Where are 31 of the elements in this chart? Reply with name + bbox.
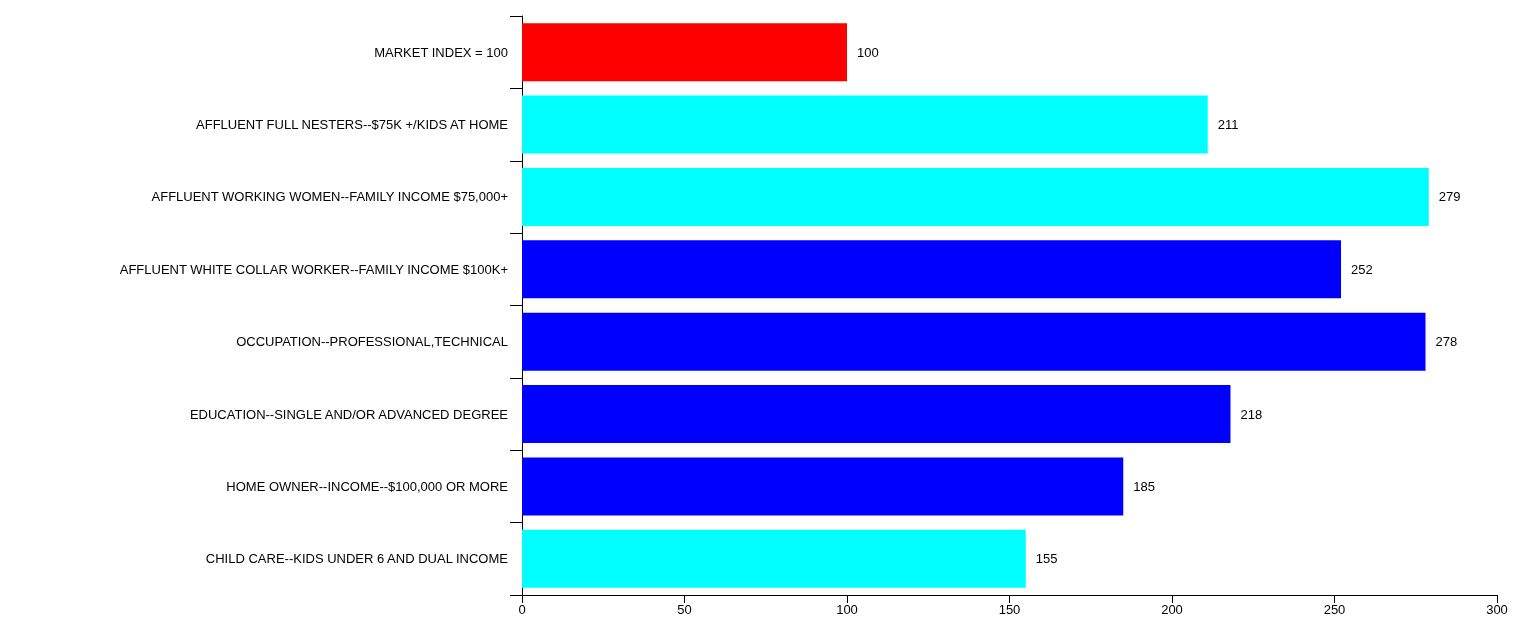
x-tick-label: 300	[1486, 602, 1508, 617]
y-tick-label: CHILD CARE--KIDS UNDER 6 AND DUAL INCOME	[205, 551, 509, 567]
bar	[522, 457, 1124, 516]
bar	[522, 95, 1208, 154]
data-label: 218	[1240, 406, 1263, 422]
bar	[522, 312, 1426, 371]
y-tick-label: AFFLUENT FULL NESTERS--$75K +/KIDS AT HOME	[196, 117, 509, 133]
data-label: 278	[1435, 334, 1458, 350]
x-tick-label: 150	[998, 602, 1021, 617]
y-tick-label: OCCUPATION--PROFESSIONAL,TECHNICAL	[236, 334, 508, 350]
y-tick-label: MARKET INDEX = 100	[374, 44, 508, 60]
bar	[522, 385, 1231, 444]
bar	[522, 167, 1429, 226]
y-tick-label: HOME OWNER--INCOME--$100,000 OR MORE	[226, 478, 509, 494]
data-label: 185	[1133, 478, 1155, 494]
y-tick-label: EDUCATION--SINGLE AND/OR ADVANCED DEGREE	[189, 406, 509, 422]
data-label: 155	[1035, 551, 1058, 567]
bar	[522, 529, 1026, 588]
x-tick-label: 200	[1161, 602, 1183, 617]
bar	[522, 23, 847, 82]
data-label: 100	[857, 44, 879, 60]
bar	[522, 240, 1341, 299]
x-tick-label: 250	[1323, 602, 1346, 617]
data-label: 279	[1438, 189, 1461, 205]
y-tick-label: AFFLUENT WHITE COLLAR WORKER--FAMILY INCOME $100K+	[119, 261, 508, 277]
data-label: 252	[1351, 261, 1373, 277]
x-tick-label: 0	[518, 602, 526, 617]
y-tick-label: AFFLUENT WORKING WOMEN--FAMILY INCOME $75,000+	[151, 189, 508, 205]
data-label: 211	[1217, 117, 1239, 133]
x-tick-label: 100	[836, 602, 858, 617]
x-tick-label: 50	[677, 602, 692, 617]
